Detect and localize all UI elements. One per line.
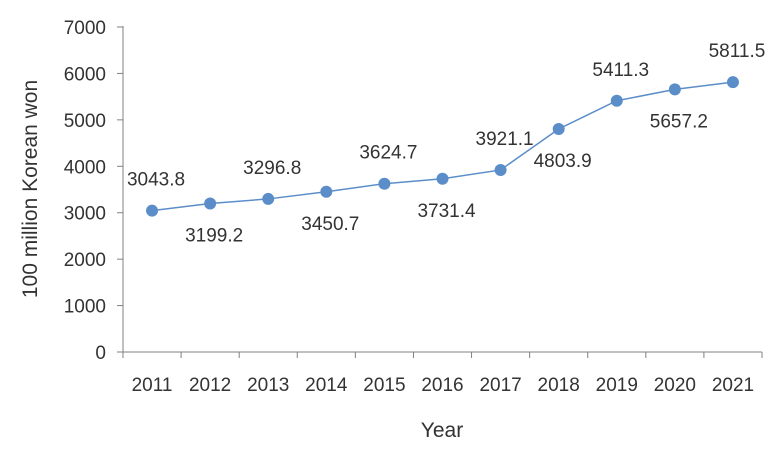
data-point xyxy=(494,163,507,176)
data-label: 5657.2 xyxy=(650,111,708,132)
x-tick-label: 2019 xyxy=(596,375,638,396)
data-point xyxy=(378,177,391,190)
y-tick-label: 0 xyxy=(95,343,106,364)
data-labels: 3043.8 3199.2 3296.8 3450.7 3624.7 3731.4 3921… xyxy=(127,41,765,246)
y-tick-label: 1000 xyxy=(64,297,106,318)
x-tick-label: 2012 xyxy=(189,375,231,396)
data-point xyxy=(726,76,739,89)
y-axis-title: 100 million Korean won xyxy=(19,80,42,298)
data-point xyxy=(552,122,565,135)
data-point xyxy=(204,197,217,210)
y-tick-label: 4000 xyxy=(64,157,106,178)
y-tick-label: 6000 xyxy=(64,64,106,85)
data-point xyxy=(668,83,681,96)
x-tick-label: 2020 xyxy=(654,375,696,396)
data-point xyxy=(146,204,159,217)
data-label: 3296.8 xyxy=(243,158,301,179)
x-tick-label: 2015 xyxy=(363,375,405,396)
x-ticks: 2011 2012 2013 2014 2015 2016 2017 2018 2019 2020… xyxy=(122,352,763,396)
y-tick-label: 5000 xyxy=(64,111,106,132)
x-axis-title: Year xyxy=(421,419,463,442)
x-tick-label: 2011 xyxy=(132,375,173,396)
x-tick-label: 2017 xyxy=(479,375,521,396)
x-tick-label: 2014 xyxy=(305,375,348,396)
data-label: 5811.5 xyxy=(709,41,766,62)
data-label: 3731.4 xyxy=(417,201,476,222)
x-tick-label: 2013 xyxy=(247,375,289,396)
data-point xyxy=(320,185,333,198)
data-label: 5411.3 xyxy=(592,60,649,81)
y-tick-label: 7000 xyxy=(64,18,106,39)
data-points xyxy=(146,76,739,217)
x-tick-label: 2018 xyxy=(538,375,580,396)
y-tick-label: 2000 xyxy=(64,250,106,271)
data-label: 4803.9 xyxy=(534,151,592,172)
data-label: 3624.7 xyxy=(359,143,417,164)
data-point xyxy=(262,192,275,205)
data-label: 3199.2 xyxy=(185,225,243,246)
y-ticks: 0 1000 2000 3000 4000 5000 6000 7000 xyxy=(64,18,123,364)
x-tick-label: 2021 xyxy=(712,375,754,396)
data-label: 3921.1 xyxy=(476,129,534,150)
series-line xyxy=(151,81,734,212)
x-tick-label: 2016 xyxy=(421,375,463,396)
data-label: 3043.8 xyxy=(127,170,185,191)
data-point xyxy=(610,94,623,107)
data-point xyxy=(436,172,449,185)
y-tick-label: 3000 xyxy=(64,204,106,225)
data-label: 3450.7 xyxy=(301,214,359,235)
